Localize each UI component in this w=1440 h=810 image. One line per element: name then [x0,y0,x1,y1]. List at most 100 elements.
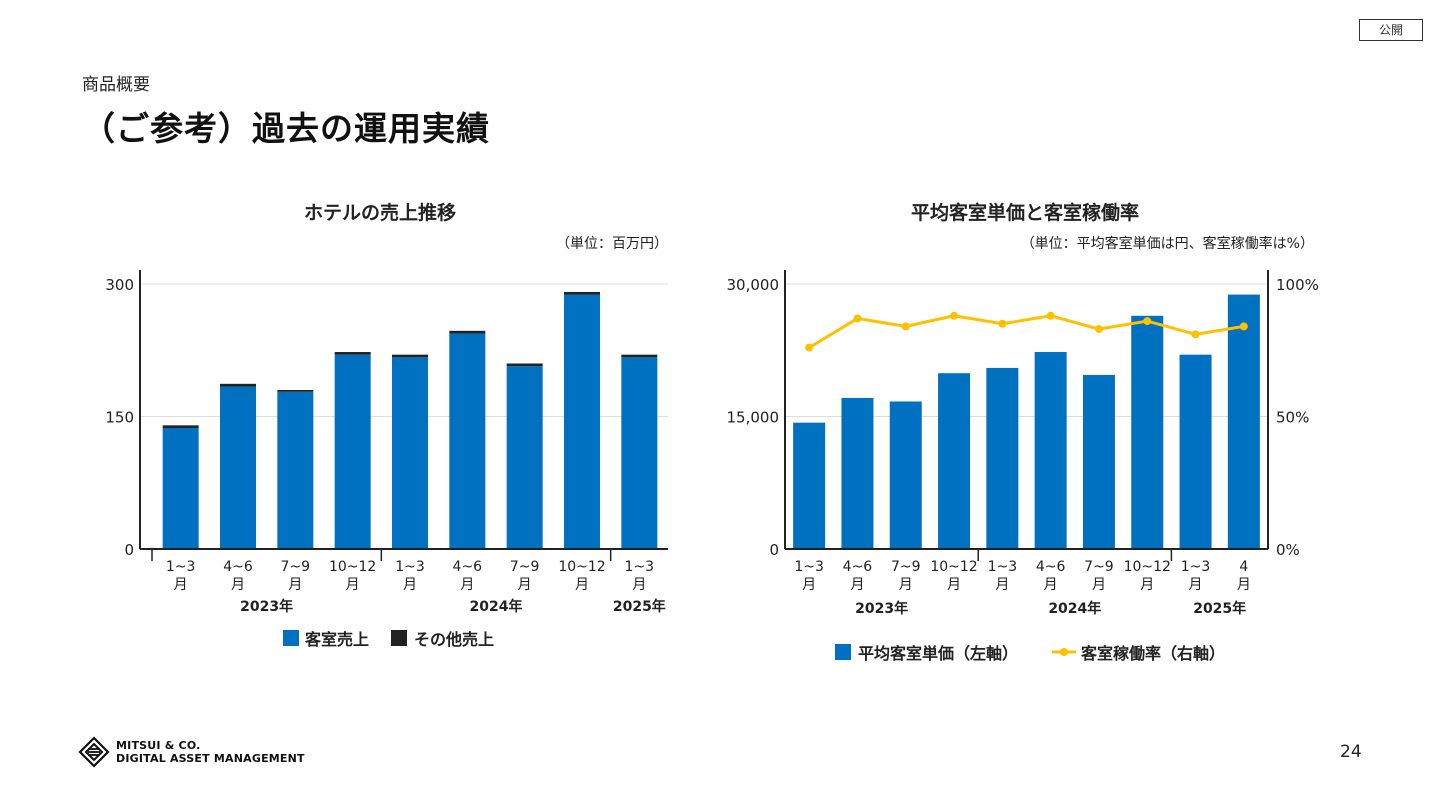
x-tick-label: 10~12 [930,559,977,575]
y-tick-label-left: 0 [769,541,779,559]
legend-swatch-adr [835,644,851,660]
logo-line2: DIGITAL ASSET MANAGEMENT [116,752,305,765]
x-tick-label: 7~9 [891,559,921,575]
x-tick-label: 月 [1044,577,1058,593]
occupancy-point [1191,330,1200,339]
y-tick-label: 0 [124,541,134,559]
bar-other-sales [277,390,314,392]
section-label: 商品概要 [82,75,150,95]
bar-adr [793,422,826,549]
bar-room-sales [277,391,314,549]
y-tick-label-left: 15,000 [727,409,780,427]
bar-room-sales [506,366,543,549]
bar-adr [889,401,922,549]
occupancy-point [1143,317,1152,326]
bar-other-sales [564,291,600,295]
x-tick-label: 1~3 [1181,559,1211,575]
x-tick-label: 月 [1189,577,1203,593]
x-tick-label: 月 [518,577,532,593]
x-tick-label: 1~3 [395,559,425,575]
x-tick-label: 7~9 [510,559,540,575]
legend-swatch-other [391,630,407,646]
logo-line1: MITSUI & CO. [116,739,201,752]
occupancy-point [805,343,814,352]
x-tick-label: 月 [1092,577,1106,593]
occupancy-point [950,311,959,320]
x-tick-label: 4~6 [223,559,253,575]
bar-adr [1227,294,1260,549]
page-title: （ご参考）過去の運用実績 [82,109,490,148]
bar-other-sales [220,383,256,387]
year-label: 2023年 [855,600,908,617]
x-tick-label: 10~12 [1124,559,1171,575]
bar-room-sales [564,294,600,549]
x-tick-label: 10~12 [558,559,605,575]
bar-room-sales [334,354,371,549]
bar-other-sales [334,352,371,355]
bar-room-sales [621,357,658,549]
year-label: 2025年 [613,598,666,615]
adr-occupancy-chart: 平均客室単価と客室稼働率 （単位：平均客室単価は円、客室稼働率は%） 0 15,000… [727,201,1319,663]
y-tick-label-right: 100% [1276,276,1319,294]
x-tick-label: 月 [632,577,646,593]
occupancy-line [808,314,1245,349]
year-label: 2023年 [240,598,293,615]
x-tick-label: 月 [995,577,1009,593]
unit-label: （単位：百万円） [556,236,668,252]
legend-label: 客室売上 [305,630,369,649]
x-tick-label: 月 [288,577,302,593]
x-tick-label: 月 [947,577,961,593]
x-tick-label: 1~3 [988,559,1018,575]
bar-adr [1082,374,1115,549]
occupancy-point [1094,325,1103,334]
x-tick-label: 月 [231,577,245,593]
y-tick-label-right: 0% [1276,541,1300,559]
y-tick-label: 300 [105,276,134,294]
x-tick-label: 7~9 [281,559,311,575]
bar-other-sales [449,330,486,334]
bar-adr [1034,352,1067,549]
company-logo: MITSUI & CO. DIGITAL ASSET MANAGEMENT [78,736,305,768]
bar-room-sales [392,357,428,549]
y-tick-label: 150 [105,409,134,427]
chart-title: ホテルの売上推移 [304,201,456,224]
legend-label: その他売上 [414,630,494,649]
bar-other-sales [621,354,658,358]
occupancy-point [1239,322,1248,331]
legend-label: 客室稼働率（右軸） [1081,644,1225,663]
x-tick-label: 月 [575,577,589,593]
x-tick-label: 4~6 [1036,559,1066,575]
x-tick-label: 月 [899,577,913,593]
x-tick-label: 1~3 [794,559,824,575]
occupancy-point [853,314,862,323]
legend-swatch-occupancy-dot [1060,648,1068,656]
bar-adr [1131,315,1164,549]
x-tick-label: 1~3 [625,559,655,575]
mitsui-logo-icon [78,736,110,768]
year-label: 2024年 [1048,600,1101,617]
occupancy-point [998,319,1007,328]
bar-other-sales [392,354,428,358]
y-tick-label-right: 50% [1276,409,1309,427]
page-number: 24 [1340,742,1362,762]
x-tick-label: 4~6 [453,559,483,575]
unit-label: （単位：平均客室単価は円、客室稼働率は%） [1021,235,1314,252]
x-tick-label: 月 [403,577,417,593]
x-tick-label: 1~3 [166,559,196,575]
bar-other-sales [506,363,543,367]
x-tick-label: 月 [174,577,188,593]
legend-label: 平均客室単価（左軸） [858,644,1018,663]
bar-room-sales [162,427,199,549]
x-tick-label: 月 [850,577,864,593]
bar-adr [841,397,874,549]
hotel-sales-chart: ホテルの売上推移 （単位：百万円） 0 150 300 1~3 月 4~6 月 7~9 月 10~12… [105,201,668,649]
y-tick-label-left: 30,000 [727,276,780,294]
x-tick-label: 10~12 [329,559,376,575]
x-tick-label: 月 [1140,577,1154,593]
x-tick-label: 7~9 [1084,559,1114,575]
disclosure-badge: 公開 [1359,19,1423,41]
bar-room-sales [220,386,256,549]
x-tick-label: 月 [802,577,816,593]
x-tick-label: 月 [460,577,474,593]
legend-swatch-room [283,630,299,646]
